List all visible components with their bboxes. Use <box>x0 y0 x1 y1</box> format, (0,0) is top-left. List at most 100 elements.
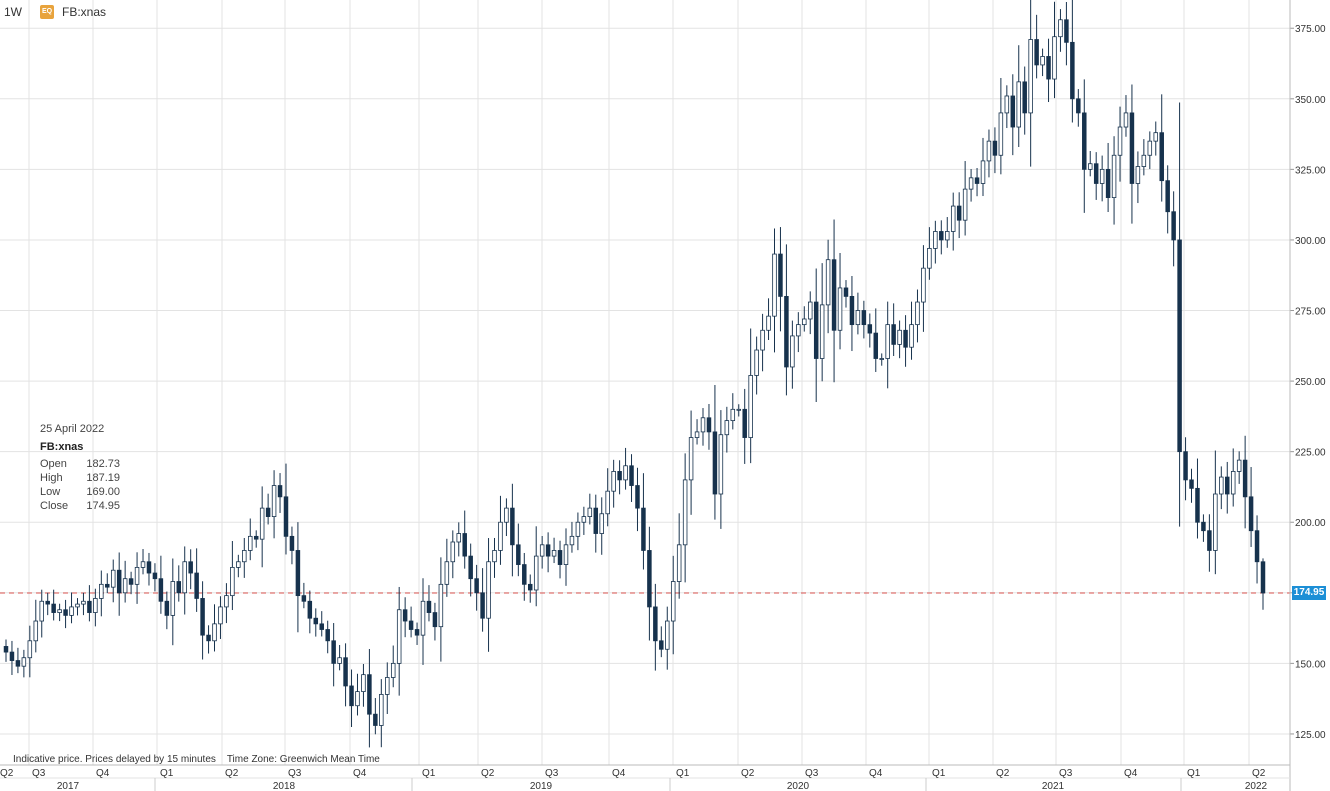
candle-body[interactable] <box>1201 521 1206 532</box>
candle-body[interactable] <box>385 677 390 695</box>
candle-body[interactable] <box>581 516 587 523</box>
candle-body[interactable] <box>1242 459 1248 498</box>
candle-body[interactable] <box>87 600 92 613</box>
candle-body[interactable] <box>396 609 402 664</box>
candle-body[interactable] <box>170 581 176 616</box>
candle-body[interactable] <box>980 160 986 184</box>
candle-body[interactable] <box>807 301 813 320</box>
candle-body[interactable] <box>510 507 515 546</box>
candle-body[interactable] <box>301 595 307 602</box>
candle-body[interactable] <box>134 566 140 585</box>
candle-body[interactable] <box>605 490 610 515</box>
candle-body[interactable] <box>27 640 33 659</box>
candle-body[interactable] <box>659 640 664 650</box>
candle-body[interactable] <box>921 267 926 303</box>
candle-body[interactable] <box>182 561 187 594</box>
candle-body[interactable] <box>694 431 700 438</box>
candle-body[interactable] <box>1004 95 1010 114</box>
candle-body[interactable] <box>1230 471 1236 495</box>
candle-body[interactable] <box>527 583 533 591</box>
candle-body[interactable] <box>128 578 134 585</box>
candle-body[interactable] <box>15 660 21 667</box>
candle-body[interactable] <box>897 329 902 345</box>
candle-body[interactable] <box>831 259 837 331</box>
candle-body[interactable] <box>1010 95 1016 128</box>
candle-body[interactable] <box>551 550 557 557</box>
candle-body[interactable] <box>1058 19 1063 38</box>
candle-body[interactable] <box>212 623 217 642</box>
candle-body[interactable] <box>307 600 313 619</box>
candle-body[interactable] <box>1028 39 1033 114</box>
candle-body[interactable] <box>569 535 575 546</box>
candle-body[interactable] <box>9 651 15 661</box>
candle-body[interactable] <box>796 324 801 337</box>
candle-body[interactable] <box>1082 112 1087 170</box>
candle-body[interactable] <box>891 324 896 345</box>
candle-body[interactable] <box>665 620 670 650</box>
candle-body[interactable] <box>218 606 223 625</box>
candle-body[interactable] <box>730 408 736 422</box>
candle-body[interactable] <box>349 685 354 707</box>
candle-body[interactable] <box>236 561 241 568</box>
candle-body[interactable] <box>933 231 938 249</box>
candle-body[interactable] <box>265 507 271 517</box>
candle-body[interactable] <box>283 496 289 537</box>
candle-body[interactable] <box>1254 530 1260 563</box>
candle-body[interactable] <box>379 694 384 726</box>
candle-body[interactable] <box>873 332 879 359</box>
candle-body[interactable] <box>623 465 628 481</box>
candle-body[interactable] <box>1171 211 1176 241</box>
candle-body[interactable] <box>688 437 694 481</box>
candle-body[interactable] <box>641 507 646 551</box>
candle-body[interactable] <box>480 592 485 619</box>
candle-body[interactable] <box>492 550 497 563</box>
candle-body[interactable] <box>927 248 932 269</box>
candle-body[interactable] <box>438 583 444 628</box>
candle-body[interactable] <box>998 112 1004 156</box>
candle-body[interactable] <box>956 205 962 221</box>
candle-body[interactable] <box>533 555 539 591</box>
candle-body[interactable] <box>325 629 330 642</box>
candle-body[interactable] <box>164 600 170 616</box>
candle-body[interactable] <box>962 188 968 221</box>
candle-body[interactable] <box>420 600 426 636</box>
candle-body[interactable] <box>563 544 569 565</box>
candle-body[interactable] <box>105 583 110 588</box>
candle-body[interactable] <box>819 304 825 359</box>
candle-body[interactable] <box>295 550 301 597</box>
candle-body[interactable] <box>1099 168 1105 184</box>
candle-body[interactable] <box>390 662 396 678</box>
candle-body[interactable] <box>516 544 521 565</box>
symbol-label[interactable]: FB:xnas <box>62 5 107 19</box>
candle-body[interactable] <box>99 583 104 599</box>
candle-body[interactable] <box>1034 39 1039 66</box>
candle-body[interactable] <box>706 417 712 433</box>
candle-body[interactable] <box>861 310 867 326</box>
candle-body[interactable] <box>1129 112 1135 184</box>
candle-body[interactable] <box>1260 561 1266 594</box>
candle-body[interactable] <box>909 324 914 348</box>
candle-body[interactable] <box>593 507 599 534</box>
candle-body[interactable] <box>277 485 283 498</box>
candle-body[interactable] <box>539 544 545 557</box>
candle-body[interactable] <box>69 606 74 616</box>
candle-body[interactable] <box>1111 154 1117 199</box>
candle-body[interactable] <box>122 578 128 594</box>
candle-body[interactable] <box>986 140 992 162</box>
candle-body[interactable] <box>253 535 259 540</box>
candle-body[interactable] <box>772 253 777 317</box>
candle-body[interactable] <box>1141 154 1147 167</box>
candle-body[interactable] <box>1189 479 1194 489</box>
candle-body[interactable] <box>206 634 211 642</box>
candle-body[interactable] <box>766 315 771 331</box>
candle-body[interactable] <box>289 535 295 551</box>
candle-body[interactable] <box>635 485 640 509</box>
candle-body[interactable] <box>408 620 414 630</box>
candle-body[interactable] <box>879 358 884 360</box>
candle-body[interactable] <box>1064 19 1069 43</box>
candle-body[interactable] <box>742 408 747 438</box>
candle-body[interactable] <box>843 287 849 297</box>
candle-body[interactable] <box>367 674 372 715</box>
candle-body[interactable] <box>1225 476 1230 495</box>
candle-body[interactable] <box>754 349 759 376</box>
